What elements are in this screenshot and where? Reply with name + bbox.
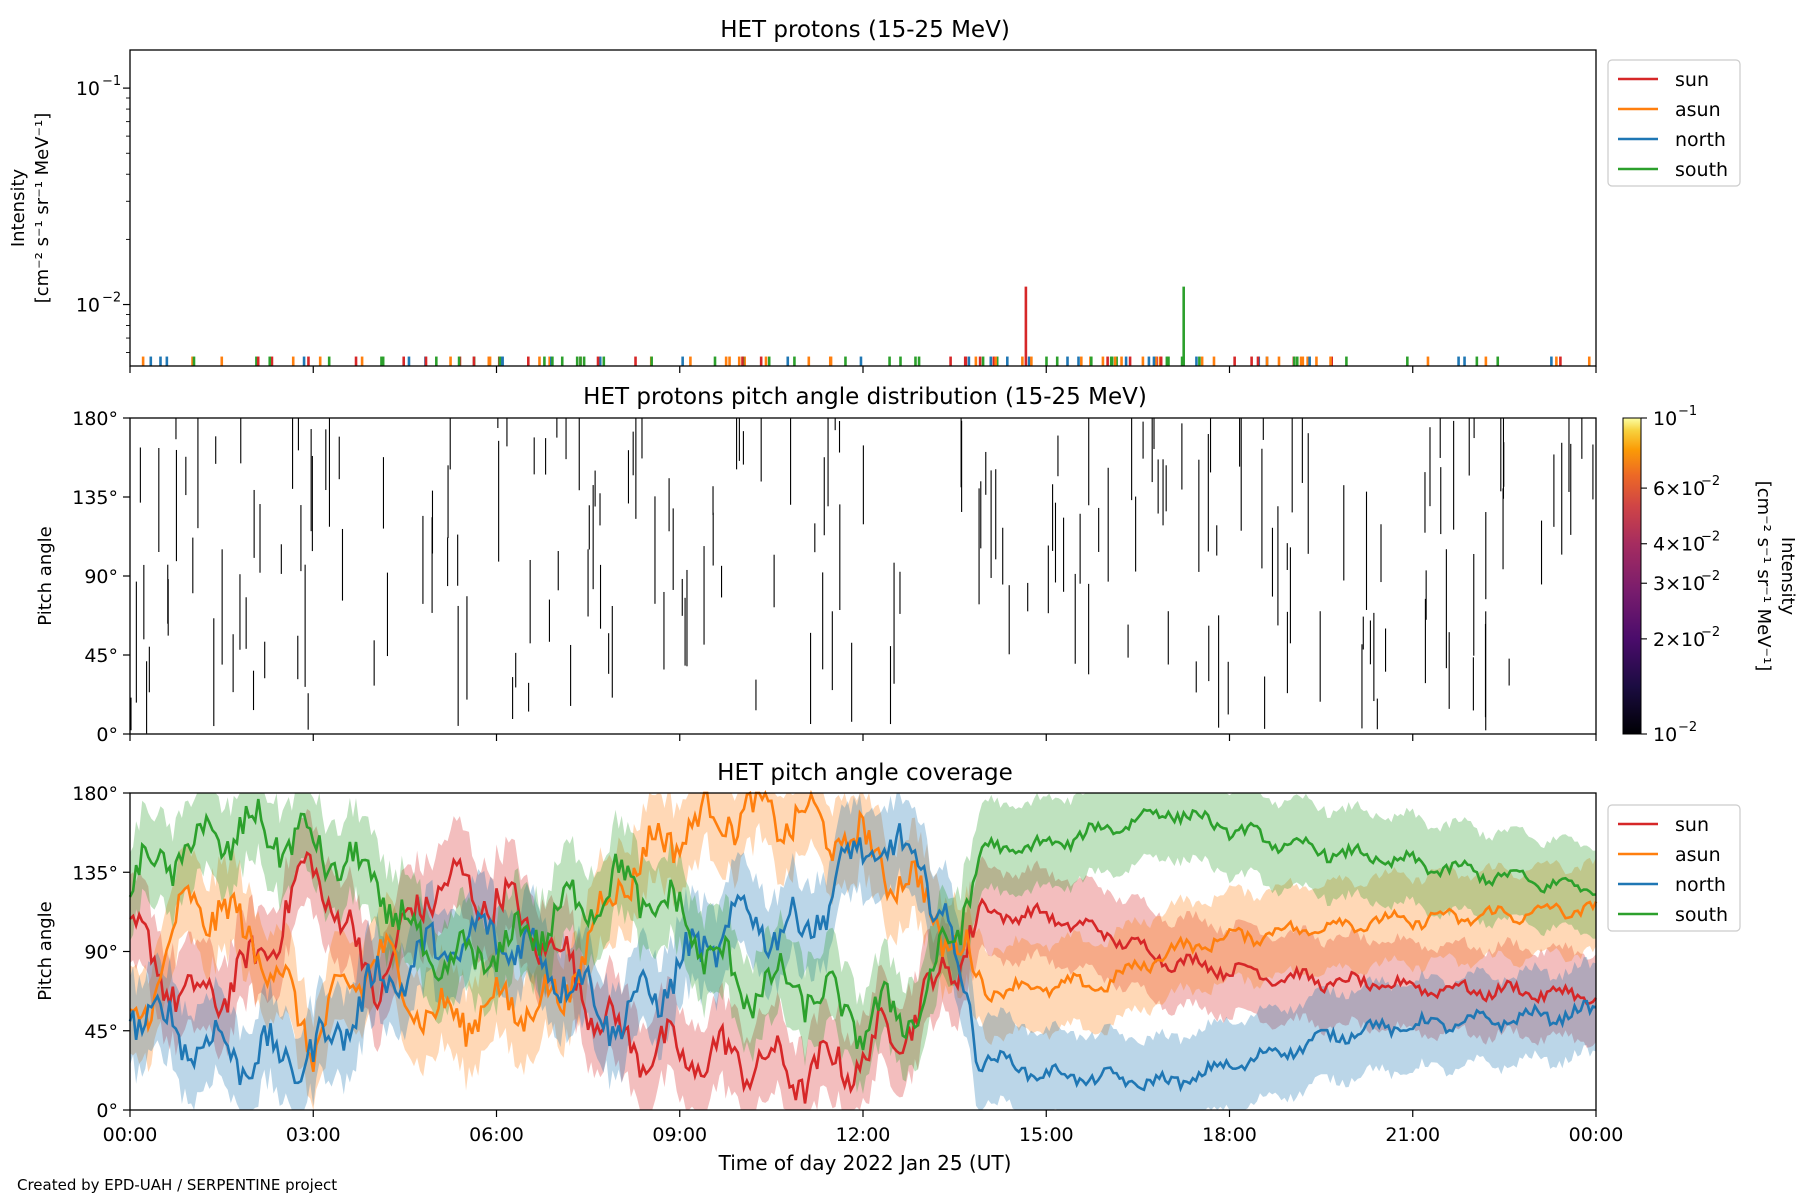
panel2-title: HET protons pitch angle distribution (15… bbox=[583, 384, 1147, 410]
colorbar-tick-label: 10 bbox=[1653, 724, 1677, 746]
legend-label-sun: sun bbox=[1675, 814, 1709, 836]
panel3-y-axis: 0° 45° 90° 135° 180° bbox=[72, 783, 130, 1122]
panel1-legend: sun asun north south bbox=[1607, 59, 1741, 187]
panel3-title: HET pitch angle coverage bbox=[717, 760, 1013, 786]
line-sun bbox=[129, 850, 1598, 1104]
xtick-label: 21:00 bbox=[1385, 1124, 1440, 1146]
legend-box bbox=[1607, 804, 1741, 932]
colorbar-tick-label: 2×10 bbox=[1653, 629, 1705, 651]
xtick-label: 18:00 bbox=[1202, 1124, 1257, 1146]
line-north bbox=[128, 823, 1597, 1093]
ytick-label: 0° bbox=[96, 1100, 118, 1122]
line-asun bbox=[129, 789, 1598, 1072]
panel-pitch-angle-coverage: HET pitch angle coverage 0° 45° 90° 135° 180… bbox=[35, 760, 1741, 1122]
ytick-label: 90° bbox=[84, 566, 118, 588]
colorbar-tick-exponent: −2 bbox=[1701, 625, 1720, 640]
legend-box bbox=[1607, 59, 1741, 187]
legend-label-north: north bbox=[1675, 874, 1726, 896]
colorbar-label-line2: [cm⁻² s⁻¹ sr⁻¹ MeV⁻¹] bbox=[1753, 481, 1774, 672]
colorbar-tick-label: 4×10 bbox=[1653, 534, 1705, 556]
colorbar-tick-label: 6×10 bbox=[1653, 478, 1705, 500]
line-south bbox=[128, 798, 1597, 1051]
xtick-label: 03:00 bbox=[286, 1124, 341, 1146]
ytick-label: 10 bbox=[76, 78, 100, 100]
colorbar-tick-exponent: −2 bbox=[1701, 474, 1720, 489]
legend-label-asun: asun bbox=[1675, 844, 1721, 866]
footer-credit: Created by EPD-UAH / SERPENTINE project bbox=[17, 1176, 338, 1194]
xtick-label: 15:00 bbox=[1019, 1124, 1074, 1146]
panel2-ylabel: Pitch angle bbox=[35, 526, 56, 625]
colorbar-tick-exponent: −2 bbox=[1701, 569, 1720, 584]
ytick-label: 180° bbox=[72, 783, 118, 805]
xtick-label: 06:00 bbox=[469, 1124, 524, 1146]
ytick-label: 10 bbox=[76, 295, 100, 317]
ytick-label: 45° bbox=[84, 645, 118, 667]
colorbar-tick-exponent: −2 bbox=[1678, 720, 1697, 735]
legend-label-asun: asun bbox=[1675, 99, 1721, 121]
xtick-label: 09:00 bbox=[652, 1124, 707, 1146]
ytick-label: 45° bbox=[84, 1021, 118, 1043]
panel1-title: HET protons (15-25 MeV) bbox=[720, 17, 1010, 43]
panel1-frame bbox=[129, 49, 1597, 367]
panel2-y-axis: 0° 45° 90° 135° 180° bbox=[72, 408, 130, 746]
panel1-ylabel-line1: Intensity bbox=[8, 168, 29, 247]
legend-label-south: south bbox=[1675, 159, 1728, 181]
colorbar-ticks: 10 −16×10−24×10−23×10−22×10−210 −2 bbox=[1641, 404, 1720, 746]
colorbar-tick-label: 10 bbox=[1653, 408, 1677, 430]
colorbar-label-line1: Intensity bbox=[1777, 537, 1798, 616]
ytick-exponent: −1 bbox=[102, 74, 121, 89]
panel-pitch-angle-distribution: HET protons pitch angle distribution (15… bbox=[35, 384, 1798, 746]
colorbar-tick-label: 3×10 bbox=[1653, 573, 1705, 595]
colorbar-tick-exponent: −2 bbox=[1701, 530, 1720, 545]
xtick-label: 00:00 bbox=[103, 1124, 158, 1146]
panel3-ylabel: Pitch angle bbox=[35, 901, 56, 1000]
ytick-label: 90° bbox=[84, 942, 118, 964]
ytick-label: 135° bbox=[72, 487, 118, 509]
xtick-label: 00:00 bbox=[1569, 1124, 1624, 1146]
legend-label-south: south bbox=[1675, 904, 1728, 926]
colorbar bbox=[1622, 417, 1642, 735]
band-north bbox=[130, 793, 1596, 1110]
colorbar-tick-exponent: −1 bbox=[1678, 404, 1697, 419]
panel1-y-axis: 10−110−2 bbox=[76, 74, 130, 353]
band-south bbox=[130, 793, 1596, 1094]
ytick-label: 180° bbox=[72, 408, 118, 430]
legend-label-sun: sun bbox=[1675, 69, 1709, 91]
xtick-label: 12:00 bbox=[836, 1124, 891, 1146]
legend-label-north: north bbox=[1675, 129, 1726, 151]
band-sun bbox=[130, 809, 1596, 1110]
x-axis-label: Time of day 2022 Jan 25 (UT) bbox=[718, 1151, 1012, 1175]
panel1-ylabel-line2: [cm⁻² s⁻¹ sr⁻¹ MeV⁻¹] bbox=[32, 113, 53, 304]
ytick-label: 135° bbox=[72, 862, 118, 884]
ytick-label: 0° bbox=[96, 724, 118, 746]
x-axis: 00:00 03:00 06:00 09:00 12:00 15:00 18:00 21:00… bbox=[103, 366, 1624, 1146]
ytick-exponent: −2 bbox=[102, 291, 121, 306]
panel3-legend: sun asun north south bbox=[1607, 804, 1741, 932]
panel-intensity: HET protons (15-25 MeV) 10−110−2 Intensi… bbox=[8, 17, 1741, 367]
